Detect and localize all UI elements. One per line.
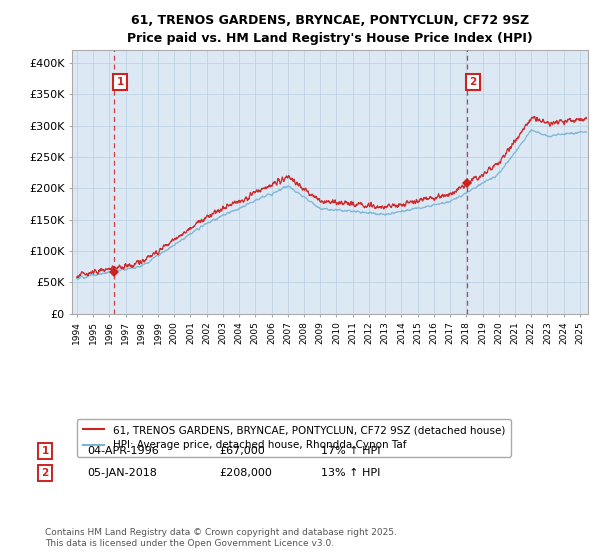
Text: 05-JAN-2018: 05-JAN-2018 [87,468,157,478]
Text: 2: 2 [469,77,477,87]
Text: 13% ↑ HPI: 13% ↑ HPI [321,468,380,478]
Text: 2: 2 [41,468,49,478]
Text: £67,000: £67,000 [219,446,265,456]
Text: £208,000: £208,000 [219,468,272,478]
Title: 61, TRENOS GARDENS, BRYNCAE, PONTYCLUN, CF72 9SZ
Price paid vs. HM Land Registry: 61, TRENOS GARDENS, BRYNCAE, PONTYCLUN, … [127,14,533,45]
Text: Contains HM Land Registry data © Crown copyright and database right 2025.
This d: Contains HM Land Registry data © Crown c… [45,528,397,548]
Text: 1: 1 [116,77,124,87]
Text: 17% ↑ HPI: 17% ↑ HPI [321,446,380,456]
Text: 1: 1 [41,446,49,456]
Legend: 61, TRENOS GARDENS, BRYNCAE, PONTYCLUN, CF72 9SZ (detached house), HPI: Average : 61, TRENOS GARDENS, BRYNCAE, PONTYCLUN, … [77,419,511,456]
Text: 04-APR-1996: 04-APR-1996 [87,446,159,456]
